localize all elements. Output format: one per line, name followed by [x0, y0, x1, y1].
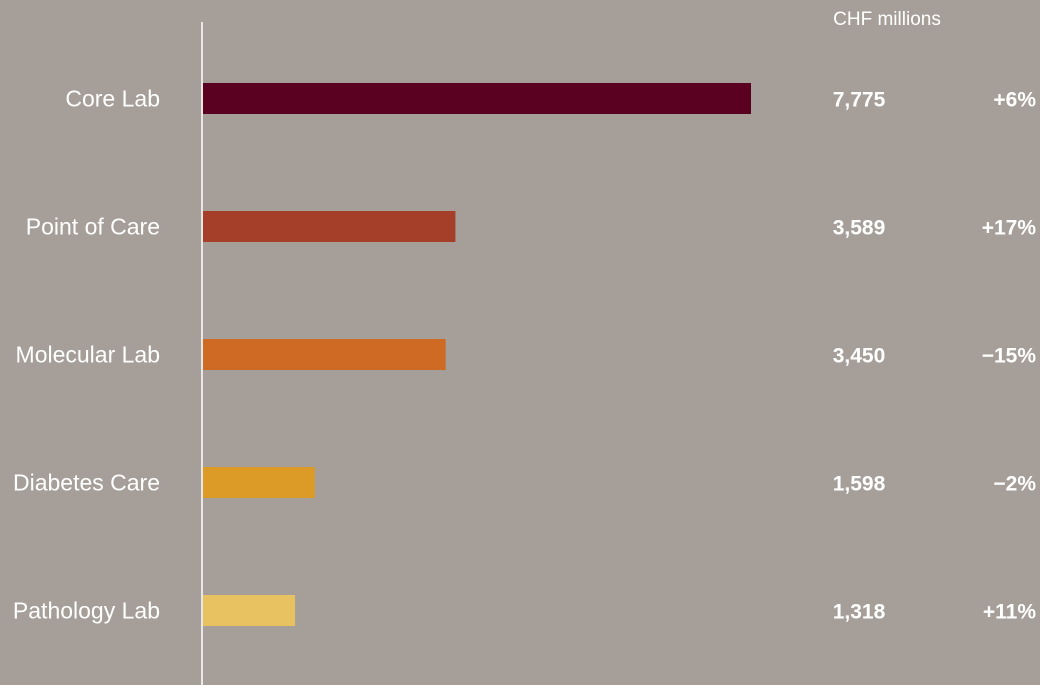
change-label-point-of-care: +17% [982, 217, 1037, 240]
bar-diabetes-care [203, 467, 315, 498]
category-label-point-of-care: Point of Care [26, 214, 160, 240]
value-label-pathology-lab: 1,318 [833, 601, 886, 624]
bar-molecular-lab [203, 339, 446, 370]
change-label-diabetes-care: −2% [993, 473, 1036, 496]
value-label-molecular-lab: 3,450 [833, 345, 886, 368]
unit-label: CHF millions [833, 9, 941, 30]
bar-pathology-lab [203, 595, 296, 626]
bars-group: Core Lab 7,775 +6% Point of Care 3,589 +17% Mo… [13, 83, 1036, 626]
category-label-pathology-lab: Pathology Lab [13, 598, 160, 624]
category-label-molecular-lab: Molecular Lab [16, 342, 160, 368]
value-label-point-of-care: 3,589 [833, 217, 886, 240]
change-label-core-lab: +6% [993, 89, 1036, 112]
change-label-pathology-lab: +11% [983, 601, 1036, 624]
bar-point-of-care [203, 211, 456, 242]
value-label-core-lab: 7,775 [833, 89, 886, 112]
change-label-molecular-lab: −15% [982, 345, 1037, 368]
value-label-diabetes-care: 1,598 [833, 473, 886, 496]
bar-core-lab [203, 83, 751, 114]
category-label-diabetes-care: Diabetes Care [13, 470, 160, 496]
category-label-core-lab: Core Lab [65, 86, 160, 112]
